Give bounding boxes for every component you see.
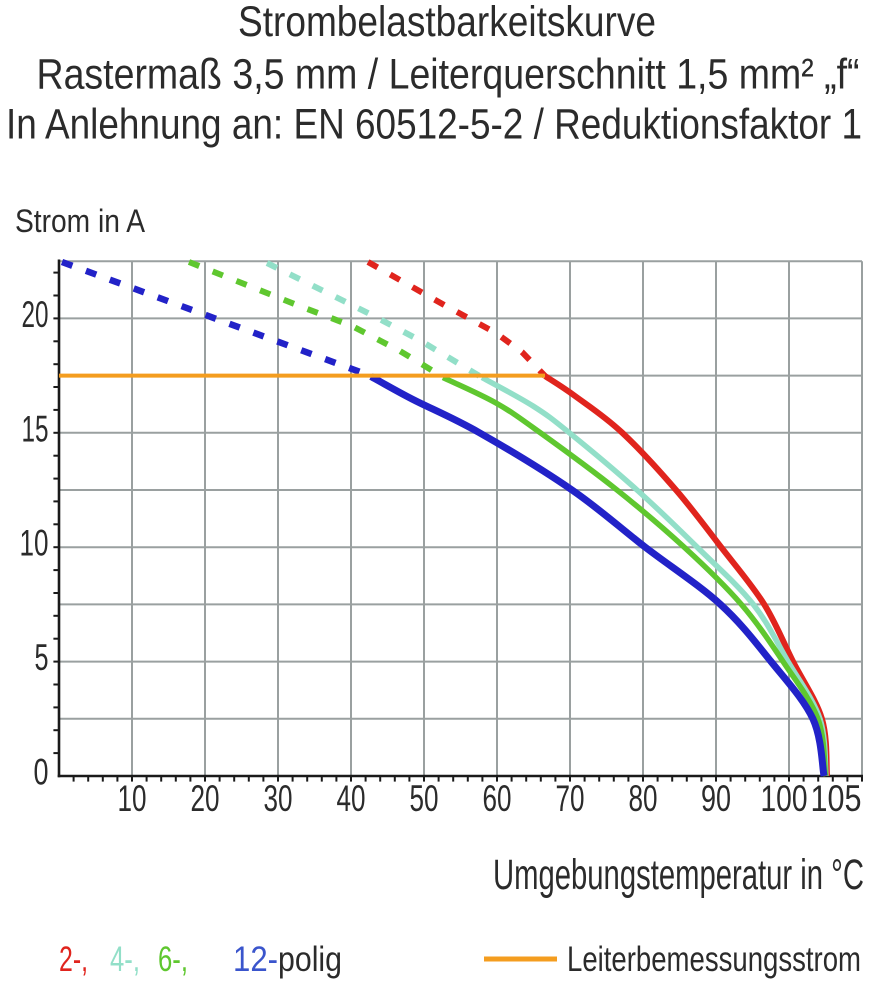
svg-text:Umgebungstemperatur in °C: Umgebungstemperatur in °C xyxy=(493,851,864,899)
svg-text:90: 90 xyxy=(701,778,731,819)
svg-text:70: 70 xyxy=(556,778,585,819)
svg-text:Rastermaß 3,5 mm / Leiterquers: Rastermaß 3,5 mm / Leiterquerschnitt 1,5… xyxy=(37,51,860,99)
svg-text:100: 100 xyxy=(761,778,808,819)
svg-text:60: 60 xyxy=(483,778,512,819)
svg-text:105: 105 xyxy=(811,778,862,819)
svg-text:0: 0 xyxy=(34,752,49,793)
svg-text:80: 80 xyxy=(629,778,658,819)
svg-text:40: 40 xyxy=(337,778,366,819)
svg-text:4-,: 4-, xyxy=(110,940,140,979)
svg-text:Leiterbemessungsstrom: Leiterbemessungsstrom xyxy=(567,940,861,979)
svg-text:15: 15 xyxy=(22,408,49,449)
svg-text:In Anlehnung an: EN 60512-5-2: In Anlehnung an: EN 60512-5-2 / Reduktio… xyxy=(6,101,862,149)
svg-text:6-,: 6-, xyxy=(158,940,188,979)
svg-text:2-,: 2-, xyxy=(59,940,88,979)
svg-text:5: 5 xyxy=(35,637,49,678)
svg-text:12-: 12- xyxy=(233,940,278,979)
svg-text:10: 10 xyxy=(20,523,49,564)
svg-text:20: 20 xyxy=(22,294,49,335)
svg-text:50: 50 xyxy=(410,778,439,819)
svg-text:polig: polig xyxy=(278,940,342,979)
svg-text:20: 20 xyxy=(191,778,220,819)
svg-text:Strombelastbarkeitskurve: Strombelastbarkeitskurve xyxy=(238,0,656,46)
svg-text:30: 30 xyxy=(264,778,293,819)
svg-text:Strom in A: Strom in A xyxy=(15,203,146,239)
svg-text:10: 10 xyxy=(118,778,147,819)
